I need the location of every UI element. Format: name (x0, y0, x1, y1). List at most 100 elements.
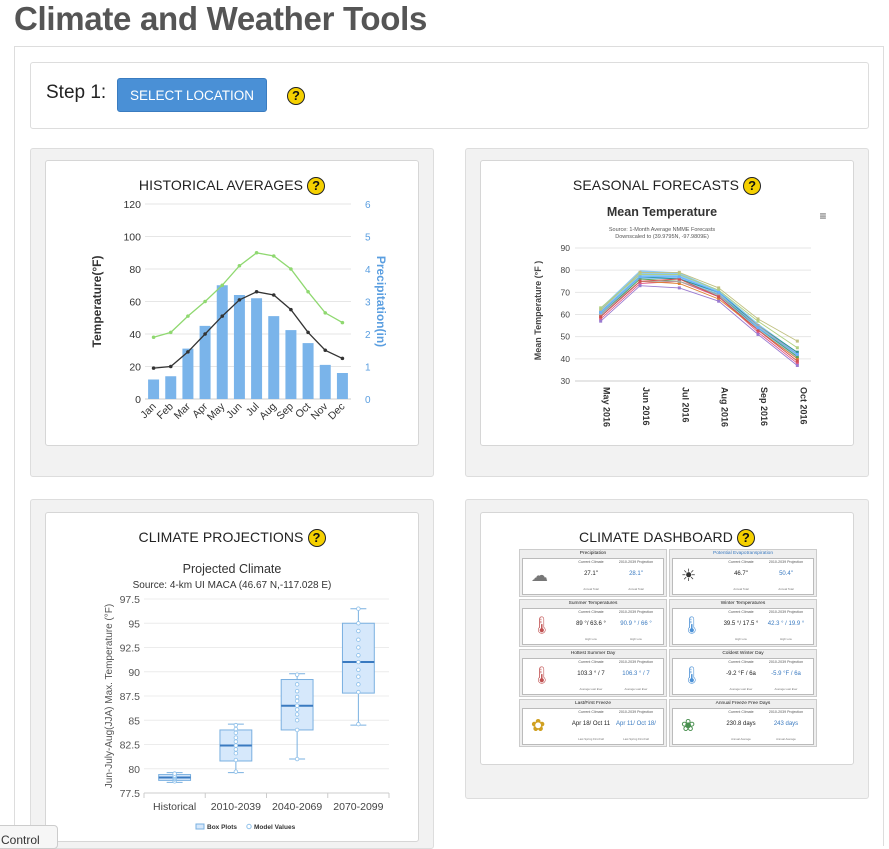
y-tick-label: 70 (561, 287, 571, 297)
forecast-point (795, 346, 799, 350)
temperature-point (306, 330, 310, 335)
forecast-point (599, 308, 603, 312)
dashboard-column-head: Current Climate (578, 560, 604, 564)
dashboard-block-body: 🌡 Current Climate -9.2 °F / 6a Average Last… (672, 658, 814, 695)
y-axis-label: Temperature(°F) (90, 256, 104, 348)
y-tick-label: 60 (561, 310, 571, 320)
projections-card[interactable]: CLIMATE PROJECTIONS? Projected Climate So… (45, 512, 419, 842)
dashboard-block-body: ☁ Current Climate 27.1" Annual Total 2010-20… (522, 558, 664, 595)
model-value-point (294, 712, 300, 717)
dashboard-title: CLIMATE DASHBOARD? (481, 529, 853, 548)
temperature-point (323, 311, 328, 315)
temperature-line (153, 291, 343, 369)
model-value-point (233, 722, 239, 728)
model-value-point (294, 756, 300, 762)
model-value-point (356, 645, 361, 650)
model-value-point (356, 621, 361, 626)
forecast-point (638, 277, 642, 281)
model-value-point (294, 694, 300, 700)
help-icon[interactable]: ? (287, 87, 305, 105)
dashboard-note: Last Spring First Fall (623, 737, 649, 741)
dashboard-note: Average Last Ever (774, 687, 798, 691)
seasonal-card[interactable]: SEASONAL FORECASTS? Mean Temperature Sour… (480, 160, 854, 446)
forecast-point (795, 361, 799, 365)
dashboard-value: 42.3 ° / 19.9 ° (767, 621, 805, 627)
precip-bar (302, 343, 314, 399)
historical-card[interactable]: HISTORICAL AVERAGES? 0 20 40 60 80 100 120 0 1 2 3… (45, 160, 419, 446)
x-tick-label: Jun (224, 401, 245, 422)
model-value-point (356, 653, 361, 658)
x-tick-label: 2070-2099 (333, 801, 383, 813)
x-tick-label: Jul 2016 (680, 387, 690, 423)
forecast-point (599, 315, 603, 319)
dashboard-note: Annual Total (583, 587, 599, 591)
dashboard-note: Average Last Ever (624, 687, 648, 691)
dashboard-block-title: Summer Temperatures (568, 601, 618, 606)
temperature-point (289, 307, 293, 312)
model-value-point (294, 727, 300, 733)
precip-bar (319, 364, 331, 399)
temperature-point (254, 289, 259, 294)
model-value-point (294, 672, 300, 677)
x-tick-label: May 2016 (602, 387, 612, 427)
y2-tick-label: 4 (365, 265, 371, 276)
dashboard-block-body: ✿ Current Climate Apr 18/ Oct 11 Last Sprin… (522, 708, 664, 745)
temperature-point (306, 289, 310, 294)
cold-thermometer-icon: 🌡 (681, 666, 703, 685)
x-tick-label: Jan (138, 401, 159, 422)
control-tab[interactable]: Control (0, 825, 58, 849)
model-value-point (356, 674, 361, 679)
x-tick-label: Jun 2016 (641, 387, 651, 426)
dashboard-block-body: 🌡 Current Climate 103.3 ° / 7 Average Last … (522, 658, 664, 695)
temperature-point (203, 332, 207, 336)
dashboard-note: Average Last Ever (579, 687, 603, 691)
forecast-point (756, 332, 760, 336)
temperature-point (271, 254, 276, 258)
forecast-point (795, 359, 799, 363)
x-tick-label: 2040-2069 (272, 801, 322, 813)
dashboard-card[interactable]: CLIMATE DASHBOARD? Precipitation ☁ Current… (480, 512, 854, 765)
forecast-point (795, 363, 799, 367)
temperature-point (220, 283, 225, 288)
y-tick-label: 0 (135, 394, 141, 406)
help-icon[interactable]: ? (307, 529, 326, 548)
temperature-point (340, 356, 345, 361)
forecast-point (717, 293, 721, 297)
select-location-button[interactable]: SELECT LOCATION (117, 78, 267, 112)
temperature-point (271, 293, 276, 297)
y2-tick-label: 5 (365, 233, 371, 244)
dashboard-column-head: Current Climate (728, 710, 754, 714)
dashboard-column-head: 2010-2039 Projection (618, 610, 654, 614)
dashboard-block: Hottest Summer Day 🌡 Current Climate 103.3 … (519, 649, 667, 697)
forecast-point (599, 313, 603, 316)
dashboard-block: Annual Freeze Free Days ❀ Current Climate 2… (669, 699, 817, 747)
forecast-line (600, 278, 798, 362)
y-tick-label: 87.5 (120, 691, 141, 703)
y2-tick-label: 3 (365, 298, 371, 309)
help-icon[interactable]: ? (307, 177, 326, 196)
dashboard-note: Last Spring First Fall (578, 737, 604, 741)
precip-bar (233, 295, 245, 399)
help-icon[interactable]: ? (736, 529, 755, 548)
forecast-point (599, 317, 603, 321)
forecast-line (600, 280, 798, 364)
forecast-point (795, 350, 799, 354)
x-tick-label: 2010-2039 (211, 801, 261, 813)
projections-title: CLIMATE PROJECTIONS? (46, 529, 418, 548)
dashboard-value: Apr 18/ Oct 11 (571, 721, 611, 727)
dashboard-note: High Low (735, 637, 747, 641)
forecast-line (600, 274, 798, 349)
forecast-point (756, 330, 760, 334)
forecast-point (756, 319, 760, 323)
forecast-point (717, 295, 721, 299)
dashboard-column-head: Current Climate (728, 610, 754, 614)
dashboard-value: 106.3 ° / 7 (622, 671, 650, 677)
model-value-point (356, 628, 361, 634)
forecast-point (756, 317, 760, 321)
model-value-point (233, 751, 239, 756)
help-icon[interactable]: ? (743, 177, 762, 196)
y-tick-label: 90 (128, 667, 140, 679)
forecast-point (638, 281, 642, 285)
precip-bar (336, 373, 348, 399)
climate-projections-chart: Projected Climate Source: 4-km UI MACA (4… (104, 562, 390, 831)
